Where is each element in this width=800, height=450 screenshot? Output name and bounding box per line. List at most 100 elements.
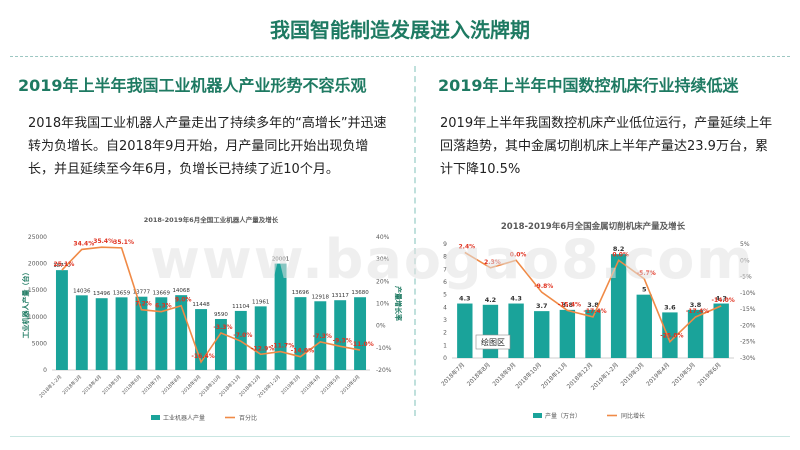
bar-value-label: 11448 — [192, 302, 210, 308]
bar-value-label: 11961 — [252, 299, 270, 305]
bar — [254, 306, 267, 370]
bar-value-label: 11104 — [232, 304, 250, 310]
growth-value-label: -12.9% — [251, 345, 274, 352]
growth-value-label: -7.3% — [313, 333, 332, 340]
bottom-divider — [10, 436, 790, 437]
column-divider — [414, 66, 416, 416]
chart-title: 2018-2019年6月全国金属切削机床产量及增长 — [501, 221, 686, 232]
bar — [175, 295, 188, 370]
growth-value-label: -11.7% — [271, 343, 294, 350]
x-tick-label: 2019年4月 — [644, 361, 671, 388]
bar-value-label: 9590 — [214, 312, 228, 318]
x-tick-label: 2018年7月 — [140, 373, 163, 396]
y-tick-label: 10000 — [28, 314, 47, 321]
bar — [636, 294, 652, 358]
bar — [687, 309, 704, 358]
y2-tick-label: -20% — [376, 367, 392, 374]
growth-value-label: 2.4% — [458, 243, 475, 250]
growth-value-label: 6.3% — [155, 303, 172, 310]
legend-label-bars: 产量（万台） — [545, 412, 581, 420]
x-tick-label: 2018年3月 — [61, 373, 84, 396]
bar-value-label: 13659 — [113, 290, 131, 296]
x-tick-label: 2019年3月 — [619, 361, 646, 388]
y2-tick-label: 10% — [376, 301, 390, 308]
bar — [75, 295, 88, 370]
x-tick-label: 2019年5月 — [670, 361, 697, 388]
left-paragraph: 2018年我国工业机器人产量走出了持续多年的“高增长”并迅速转为负增长。自201… — [28, 116, 387, 177]
growth-value-label: -17.4% — [686, 308, 709, 315]
growth-value-label: -5.7% — [637, 270, 656, 277]
y2-tick-label: 30% — [376, 256, 390, 263]
growth-value-label: 7.2% — [135, 301, 152, 308]
legend-swatch-bars — [151, 415, 160, 420]
right-heading: 2019年上半年中国数控机床行业持续低迷 — [438, 76, 739, 95]
y2-tick-label: -25% — [740, 339, 756, 346]
bar-value-label: 12918 — [312, 294, 330, 300]
y-tick-label: 1 — [443, 342, 447, 349]
title-divider — [10, 56, 790, 57]
x-tick-label: 2019年5月 — [319, 373, 342, 396]
x-tick-label: 2018年8月 — [160, 373, 183, 396]
y2-tick-label: 20% — [376, 278, 390, 285]
left-heading: 2019年上半年我国工业机器人产业形势不容乐观 — [18, 76, 367, 95]
bar — [662, 312, 678, 358]
robot-production-chart: 2018-2019年6月全国工业机器人产量及增长 0 5000 10000 15000 2… — [22, 215, 402, 422]
bar — [610, 254, 627, 358]
bar — [95, 298, 108, 370]
bar — [115, 297, 128, 370]
y2-tick-label: -10% — [740, 290, 756, 297]
growth-line — [61, 246, 361, 364]
y-tick-label: 5 — [443, 292, 447, 299]
bar-value-label: 3.8 — [562, 301, 574, 309]
x-tick-label: 2019年1-2月 — [589, 361, 620, 392]
bar — [274, 263, 287, 370]
y-tick-label: 7 — [443, 266, 447, 273]
legend-label-bars: 工业机器人产量 — [163, 414, 205, 422]
bar-value-label: 4.3 — [715, 295, 727, 303]
bar-value-label: 13117 — [331, 293, 349, 299]
bar-value-label: 13680 — [351, 290, 369, 296]
x-tick-label: 2019年4月 — [299, 373, 322, 396]
growth-value-label: -14.0% — [291, 348, 314, 355]
y2-tick-label: -30% — [740, 355, 756, 362]
x-tick-label: 2018年9月 — [491, 361, 518, 388]
growth-value-label: 34.4% — [73, 240, 94, 247]
bar-value-label: 13496 — [93, 291, 111, 297]
chart-title: 2018-2019年6月全国工业机器人产量及增长 — [144, 215, 279, 224]
bar-value-label: 3.8 — [587, 301, 599, 309]
y-tick-label: 5000 — [32, 340, 47, 347]
x-tick-label: 2019年3月 — [279, 373, 302, 396]
y-tick-label: 20000 — [28, 261, 47, 268]
growth-line — [464, 251, 722, 344]
y2-tick-label: -20% — [740, 322, 756, 329]
bar — [214, 318, 227, 370]
growth-value-label: 35.4% — [93, 238, 114, 245]
y2-axis-label: 产量增长率 — [394, 286, 402, 321]
x-tick-label: 2019年6月 — [696, 361, 723, 388]
legend-label-line: 同比增长 — [621, 412, 645, 420]
machine-tool-production-chart: 2018-2019年6月全国金属切削机床产量及增长 0 1 2 3 4 5 6 7 8 9 -30% -… — [439, 221, 756, 420]
bar — [585, 309, 601, 358]
y2-tick-label: 5% — [740, 241, 750, 248]
bar-value-label: 3.8 — [690, 301, 702, 309]
bar — [482, 304, 499, 358]
x-tick-label: 2018年11月 — [539, 361, 569, 391]
x-tick-label: 2018年10月 — [514, 361, 544, 391]
bar-value-label: 8.2 — [613, 245, 625, 253]
y2-tick-label: 0% — [376, 323, 386, 330]
growth-value-label: -9.8% — [534, 283, 553, 290]
bar-value-label: 4.2 — [485, 296, 497, 304]
y-tick-label: 6 — [443, 279, 447, 286]
y-tick-label: 9 — [443, 241, 447, 248]
bar — [354, 297, 367, 370]
growth-value-label: 25.1% — [54, 261, 75, 268]
growth-value-label: -14.0% — [712, 297, 735, 304]
legend-swatch-bars — [533, 413, 542, 418]
bar — [314, 301, 327, 370]
bar-value-label: 14068 — [172, 288, 190, 294]
legend-label-line: 百分比 — [239, 414, 257, 422]
growth-value-label: 9.0% — [175, 297, 192, 304]
bar-value-label: 18770 — [53, 263, 71, 269]
bar — [195, 309, 208, 370]
right-paragraph: 2019年上半年我国数控机床产业低位运行，产量延续上年回落趋势，其中金属切削机床… — [440, 116, 773, 177]
